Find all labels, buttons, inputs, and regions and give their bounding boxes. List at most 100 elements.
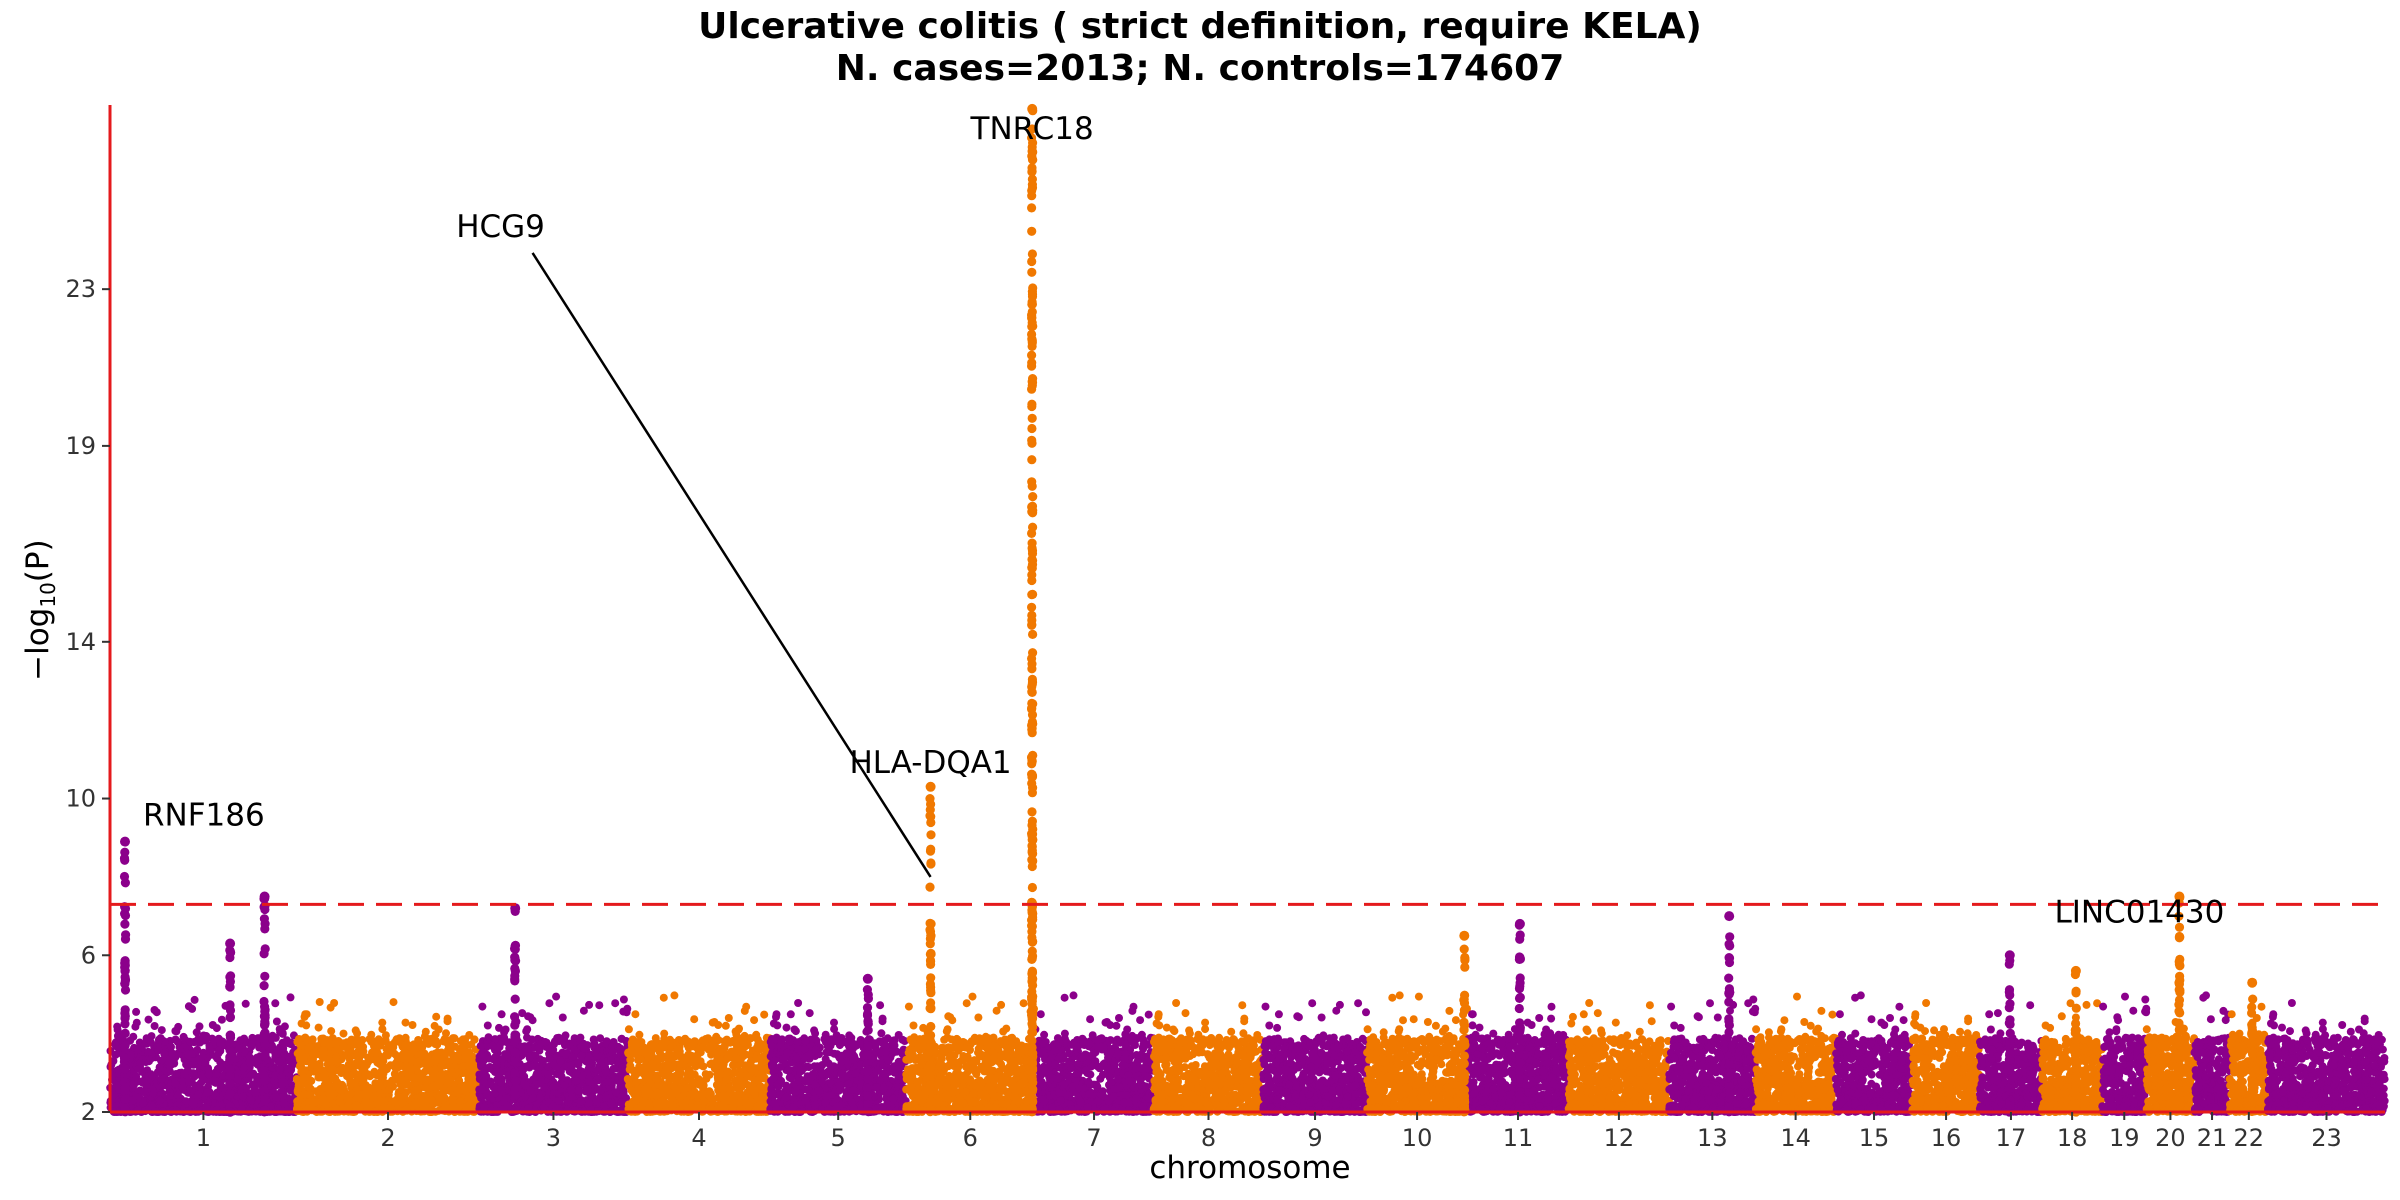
- snp-point: [627, 1038, 636, 1047]
- snp-point: [469, 1062, 477, 1071]
- snp-point: [150, 1022, 159, 1030]
- snp-point: [389, 998, 398, 1007]
- snp-point: [592, 1046, 601, 1055]
- snp-point: [354, 1036, 363, 1045]
- snp-point: [241, 999, 250, 1008]
- snp-point: [719, 1085, 728, 1093]
- chart-subtitle: N. cases=2013; N. controls=174607: [835, 48, 1565, 89]
- snp-point: [626, 1061, 635, 1070]
- snp-point: [233, 1075, 242, 1084]
- snp-point: [584, 1052, 593, 1061]
- snp-point: [714, 1047, 723, 1056]
- snp-point: [166, 1092, 174, 1100]
- snp-point: [745, 1051, 754, 1059]
- snp-point: [616, 1071, 625, 1080]
- snp-point: [157, 1075, 166, 1084]
- snp-point: [310, 1048, 319, 1057]
- snp-point: [381, 1037, 390, 1046]
- chromosome-3-points: [475, 992, 632, 1116]
- snp-point: [470, 1035, 479, 1044]
- snp-point: [607, 1099, 616, 1108]
- snp-point: [277, 1028, 286, 1037]
- snp-point: [335, 1066, 344, 1075]
- snp-point: [271, 999, 280, 1008]
- snp-point: [178, 1083, 187, 1092]
- snp-point: [190, 995, 199, 1004]
- snp-point: [433, 1048, 442, 1057]
- snp-point: [644, 1074, 653, 1082]
- snp-point: [734, 1025, 743, 1034]
- snp-point: [375, 1079, 384, 1088]
- snp-point: [592, 1097, 601, 1106]
- snp-point: [736, 1071, 745, 1080]
- snp-point: [444, 1058, 453, 1066]
- snp-point: [704, 1034, 712, 1043]
- snp-point: [706, 1043, 715, 1052]
- snp-point: [533, 1068, 542, 1077]
- snp-point: [344, 1063, 353, 1072]
- snp-point: [645, 1103, 654, 1112]
- snp-point: [174, 1091, 182, 1100]
- snp-point: [583, 1085, 592, 1094]
- snp-point: [421, 1083, 430, 1092]
- snp-point: [307, 1076, 316, 1085]
- snp-point: [415, 1073, 424, 1081]
- snp-point: [136, 1058, 145, 1067]
- snp-point: [721, 1021, 730, 1030]
- snp-point: [601, 1068, 610, 1077]
- snp-point: [299, 1079, 308, 1088]
- snp-point: [367, 1035, 376, 1044]
- snp-point: [483, 1021, 492, 1030]
- snp-point: [203, 1088, 212, 1097]
- snp-point: [635, 1030, 644, 1039]
- snp-point: [576, 1097, 585, 1106]
- snp-point: [724, 1014, 733, 1022]
- snp-point: [541, 1038, 550, 1046]
- snp-point: [433, 1040, 442, 1049]
- snp-point: [275, 1057, 284, 1066]
- snp-point: [687, 1103, 696, 1112]
- snp-point: [756, 1082, 765, 1091]
- snp-point: [500, 1033, 509, 1042]
- snp-point: [729, 1061, 737, 1070]
- snp-point: [422, 1097, 431, 1106]
- snp-point: [327, 1065, 336, 1073]
- snp-point: [308, 1035, 317, 1044]
- snp-point: [187, 1097, 196, 1106]
- snp-point: [536, 1093, 545, 1102]
- snp-point: [392, 1051, 401, 1060]
- snp-point: [353, 1029, 362, 1038]
- snp-point: [760, 1010, 769, 1019]
- snp-point: [215, 1046, 224, 1055]
- snp-point: [558, 1013, 567, 1022]
- snp-point: [148, 1072, 157, 1081]
- snp-point: [128, 1096, 137, 1105]
- snp-point: [184, 1050, 193, 1059]
- snp-point: [659, 993, 668, 1002]
- snp-point: [544, 1070, 553, 1079]
- snp-point: [286, 993, 295, 1002]
- snp-point: [165, 1058, 174, 1067]
- snp-point: [184, 1002, 193, 1011]
- snp-point: [442, 1029, 450, 1038]
- snp-point: [492, 1060, 501, 1069]
- snp-point: [352, 1101, 361, 1110]
- snp-point: [445, 1086, 454, 1095]
- snp-point: [652, 1099, 661, 1108]
- snp-point: [769, 1019, 778, 1028]
- snp-point: [490, 1089, 499, 1098]
- snp-point: [455, 1077, 464, 1085]
- snp-point: [729, 1091, 738, 1099]
- snp-point: [246, 1095, 255, 1104]
- snp-point: [279, 1044, 288, 1053]
- snp-point: [201, 1059, 210, 1067]
- snp-point: [660, 1029, 669, 1038]
- snp-point: [134, 1045, 143, 1054]
- snp-point: [383, 1051, 392, 1060]
- snp-point: [219, 1083, 228, 1092]
- snp-point: [746, 1099, 755, 1108]
- snp-point: [633, 1095, 642, 1104]
- snp-point: [111, 1040, 120, 1049]
- snp-point: [567, 1061, 575, 1070]
- snp-point: [830, 1018, 838, 1027]
